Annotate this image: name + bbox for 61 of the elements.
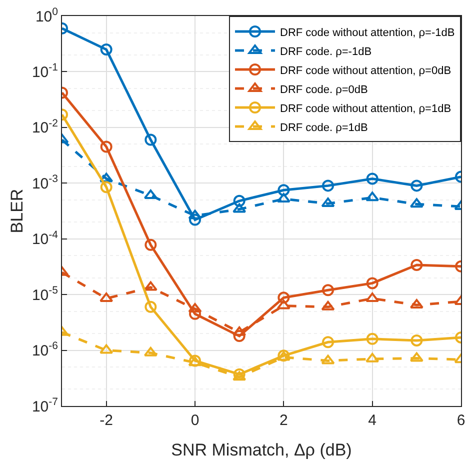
point [144, 300, 157, 313]
point [100, 181, 112, 194]
point [233, 368, 246, 380]
point [233, 194, 246, 207]
point [100, 172, 114, 182]
point [233, 330, 246, 342]
point [410, 334, 423, 346]
point [366, 192, 380, 202]
x-tick-label: 2 [280, 412, 288, 429]
point [100, 44, 112, 56]
legend-label: DRF code without attention, ρ=-1dB [280, 26, 455, 39]
x-tick-label: 4 [368, 412, 376, 429]
y-tick-label: 10$^{-2}$ [32, 117, 58, 137]
point [322, 180, 334, 192]
y-tick-label: 10$^{0}$ [35, 6, 58, 26]
y-tick-label: 10$^{-5}$ [32, 284, 58, 304]
point [276, 300, 290, 310]
point [189, 214, 201, 226]
y-tick-label: 10$^{-4}$ [32, 228, 58, 248]
legend-label: DRF code. ρ=0dB [280, 84, 368, 96]
point [410, 180, 423, 192]
point [232, 203, 246, 213]
point [321, 198, 335, 208]
point [188, 210, 202, 220]
point [144, 134, 157, 146]
y-tick-label: 10$^{-1}$ [32, 62, 58, 81]
point [276, 350, 290, 362]
x-axis-title: SNR Mismatch, Δρ (dB) [171, 440, 352, 460]
point [410, 198, 424, 208]
point [188, 303, 202, 313]
point [189, 308, 201, 320]
point [321, 300, 335, 310]
legend-label: DRF code without attention, ρ=0dB [280, 64, 452, 77]
y-tick-label: 10$^{-7}$ [32, 396, 58, 416]
x-tick-label: 6 [456, 412, 466, 429]
y-tick-label: 10$^{-6}$ [32, 340, 58, 360]
point [276, 192, 290, 202]
point [410, 352, 424, 362]
point [278, 184, 290, 196]
point [144, 346, 158, 356]
point [366, 277, 378, 290]
point [278, 292, 290, 304]
point [144, 281, 158, 291]
x-tick-label: -2 [100, 412, 113, 429]
point [410, 258, 423, 271]
point [322, 336, 334, 348]
y-axis-title: BLER [8, 188, 27, 234]
point [366, 332, 378, 345]
point [144, 238, 157, 251]
point [100, 140, 112, 153]
legend-label: DRF code without attention, ρ=1dB [280, 102, 452, 115]
point [366, 172, 378, 185]
point [322, 284, 334, 296]
legend-label: DRF code. ρ=1dB [280, 122, 368, 134]
point [321, 354, 335, 364]
point [410, 298, 424, 308]
y-tick-label: 10$^{-3}$ [32, 173, 58, 192]
legend-label: DRF code. ρ=-1dB [280, 46, 372, 58]
x-tick-label: 0 [190, 412, 200, 429]
point [366, 352, 380, 362]
point [100, 344, 114, 354]
